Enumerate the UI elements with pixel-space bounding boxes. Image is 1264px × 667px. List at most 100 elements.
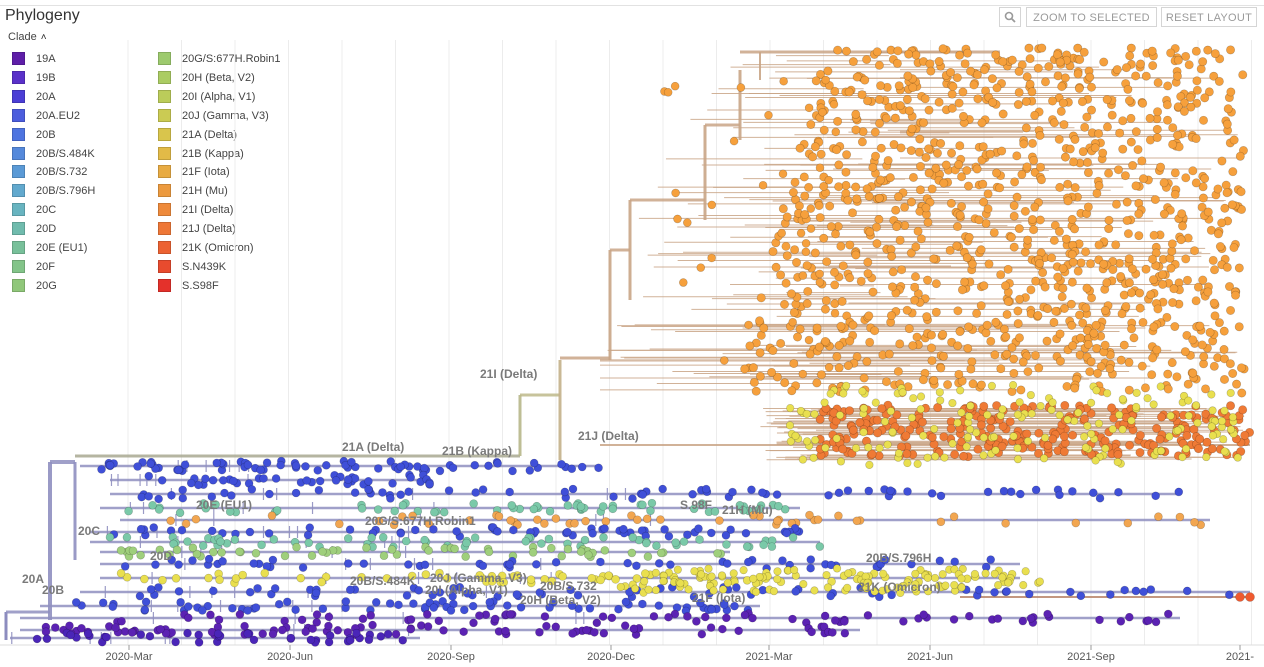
tip-node[interactable] [656,515,665,524]
tip-node[interactable] [1236,187,1246,197]
tip-node[interactable] [1140,383,1150,393]
tip-node[interactable] [913,226,923,236]
tip-node[interactable] [1055,57,1065,67]
tip-node[interactable] [852,72,862,82]
tip-node[interactable] [923,275,933,285]
tip-node[interactable] [545,603,554,612]
tip-node[interactable] [741,528,751,538]
tip-node[interactable] [870,587,879,596]
tip-node[interactable] [1127,264,1137,274]
tip-node[interactable] [950,557,960,566]
legend-item[interactable]: 20A [12,89,56,107]
tip-node[interactable] [844,569,853,578]
tip-node[interactable] [843,486,853,495]
tip-node[interactable] [280,551,290,561]
tip-node[interactable] [1067,277,1077,287]
tip-node[interactable] [1167,358,1177,368]
tip-node[interactable] [528,548,538,557]
tip-node[interactable] [599,628,609,638]
tip-node[interactable] [567,464,577,474]
tip-node[interactable] [1095,615,1104,625]
tip-node[interactable] [632,561,641,571]
tip-node[interactable] [551,557,561,567]
tip-node[interactable] [590,628,599,637]
tip-node[interactable] [619,524,628,534]
tip-node[interactable] [598,502,608,511]
tip-node[interactable] [181,519,191,528]
tip-node[interactable] [345,635,355,645]
tip-node[interactable] [992,401,1002,411]
tip-node[interactable] [174,465,183,475]
tip-node[interactable] [1047,405,1056,415]
tip-node[interactable] [890,113,900,123]
tip-node[interactable] [198,606,207,615]
tip-node[interactable] [742,542,752,551]
tip-node[interactable] [819,181,829,191]
tip-node[interactable] [251,603,261,612]
tip-node[interactable] [209,547,218,557]
tip-node[interactable] [1209,71,1219,81]
tip-node[interactable] [1120,585,1129,595]
tip-node[interactable] [580,535,590,545]
legend-item[interactable]: 20F [12,259,55,277]
tip-node[interactable] [1197,340,1207,350]
tip-node[interactable] [930,424,939,434]
tip-node[interactable] [568,629,577,638]
tip-node[interactable] [772,490,782,499]
tip-node[interactable] [1188,166,1198,176]
tip-node[interactable] [771,262,781,272]
tip-node[interactable] [843,583,852,593]
tip-node[interactable] [904,106,914,116]
tip-node[interactable] [801,247,811,257]
tip-node[interactable] [122,532,132,542]
tip-node[interactable] [638,599,647,609]
tip-node[interactable] [830,308,840,318]
tip-node[interactable] [632,574,642,583]
tip-node[interactable] [976,301,986,311]
tip-node[interactable] [1208,431,1217,440]
tip-node[interactable] [599,533,608,542]
tip-node[interactable] [1113,457,1122,467]
legend-item[interactable]: 20B/S.484K [12,146,95,164]
tip-node[interactable] [876,81,886,91]
tip-node[interactable] [540,612,550,621]
tip-node[interactable] [786,289,796,299]
tip-node[interactable] [386,494,395,503]
tip-node[interactable] [722,559,732,568]
tip-node[interactable] [1070,183,1080,193]
tip-node[interactable] [805,510,814,520]
tip-node[interactable] [939,432,949,442]
tip-node[interactable] [707,572,716,581]
tip-node[interactable] [997,441,1007,451]
tip-node[interactable] [941,160,951,170]
legend-item[interactable]: 20G/S:677H.Robin1 [158,52,280,69]
tip-node[interactable] [872,47,882,57]
tip-node[interactable] [906,248,916,258]
tip-node[interactable] [793,332,803,342]
tip-node[interactable] [1168,139,1178,149]
legend-item[interactable]: 20B [12,127,56,145]
tip-node[interactable] [494,512,504,521]
tip-node[interactable] [643,552,653,561]
tip-node[interactable] [201,474,210,484]
tip-node[interactable] [721,531,731,540]
tip-node[interactable] [927,432,937,442]
tip-node[interactable] [1125,612,1134,622]
tip-node[interactable] [769,587,779,596]
tip-node[interactable] [974,585,984,595]
tip-node[interactable] [996,364,1006,374]
tip-node[interactable] [1172,372,1182,382]
tip-node[interactable] [1190,517,1199,527]
tip-node[interactable] [782,528,791,538]
tip-node[interactable] [934,56,944,66]
tip-node[interactable] [199,499,208,508]
tip-node[interactable] [1170,168,1180,178]
tip-node[interactable] [892,58,902,68]
tip-node[interactable] [654,601,664,610]
tip-node[interactable] [545,506,555,516]
tip-node[interactable] [881,113,891,123]
tip-node[interactable] [312,610,322,619]
tip-node[interactable] [218,476,228,485]
tip-node[interactable] [658,484,667,494]
tip-node[interactable] [1215,242,1225,252]
